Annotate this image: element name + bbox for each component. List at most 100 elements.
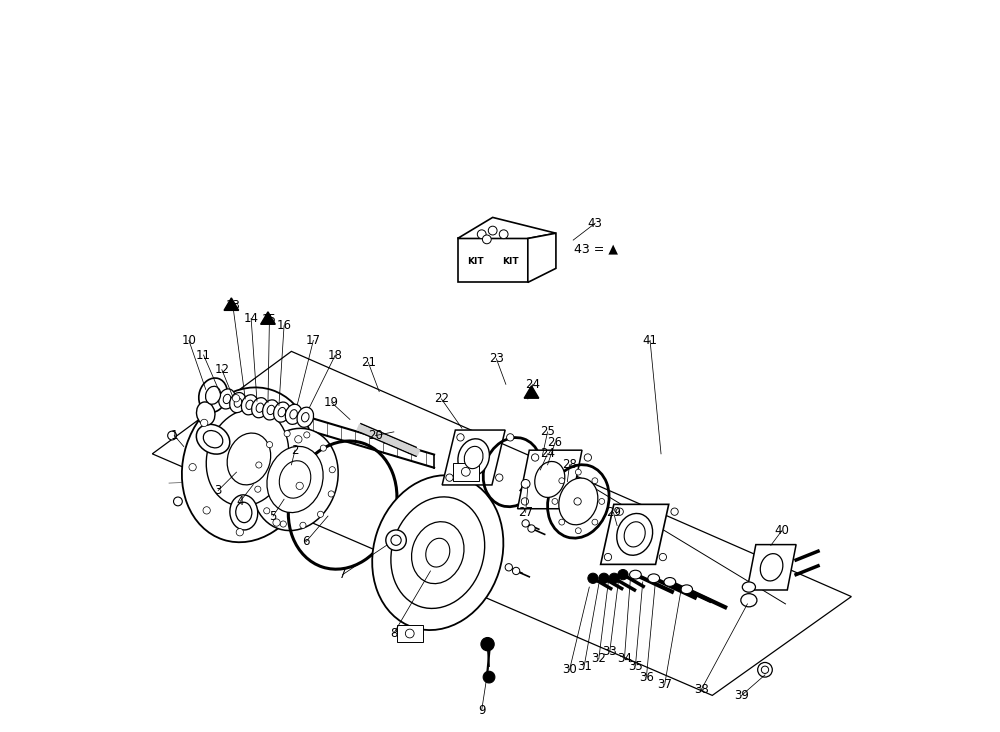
Text: 20: 20 [368,429,383,442]
Circle shape [266,441,273,448]
Text: 13: 13 [225,299,240,312]
Circle shape [481,638,494,651]
Circle shape [328,491,334,497]
Polygon shape [261,312,275,324]
Circle shape [296,482,303,490]
Ellipse shape [290,410,297,419]
Circle shape [499,230,508,239]
Polygon shape [453,463,479,481]
Polygon shape [458,239,528,283]
Text: 30: 30 [562,663,577,676]
Circle shape [618,569,628,580]
Circle shape [512,567,520,575]
Ellipse shape [252,428,338,531]
Polygon shape [442,430,505,485]
Circle shape [317,511,324,518]
Text: 22: 22 [434,392,449,406]
Circle shape [232,395,240,402]
Ellipse shape [199,378,227,413]
Circle shape [236,529,243,536]
Text: 17: 17 [306,334,321,347]
Text: 18: 18 [328,348,343,362]
Text: 29: 29 [606,506,621,519]
Text: 11: 11 [196,348,211,362]
Circle shape [505,564,512,571]
Circle shape [574,498,581,505]
Ellipse shape [372,475,503,630]
Text: 36: 36 [639,671,654,684]
Polygon shape [524,386,539,398]
Circle shape [521,479,530,488]
Ellipse shape [206,386,221,404]
Ellipse shape [267,406,275,414]
Circle shape [599,498,605,504]
Circle shape [616,508,623,515]
Text: 12: 12 [214,363,229,376]
Text: 32: 32 [591,652,606,665]
Circle shape [284,430,290,437]
Circle shape [280,521,286,527]
Circle shape [386,530,406,550]
Text: 39: 39 [734,689,749,702]
Circle shape [477,230,486,239]
Ellipse shape [241,395,258,415]
Ellipse shape [236,502,252,523]
Ellipse shape [227,433,271,485]
Ellipse shape [196,402,215,425]
Circle shape [201,419,208,427]
Circle shape [273,519,280,526]
Text: 9: 9 [478,703,485,717]
Text: 43: 43 [588,217,603,230]
Circle shape [761,666,769,673]
Circle shape [264,508,270,514]
Ellipse shape [742,582,755,592]
Ellipse shape [252,397,268,418]
Circle shape [758,662,772,677]
Text: 5: 5 [269,509,277,523]
Circle shape [304,432,310,438]
Circle shape [391,535,401,545]
Circle shape [329,466,335,473]
Circle shape [457,433,464,441]
Ellipse shape [681,585,693,594]
Text: 1: 1 [171,429,178,442]
Polygon shape [747,545,796,590]
Ellipse shape [426,538,450,567]
Circle shape [174,497,182,506]
Ellipse shape [196,425,230,454]
Ellipse shape [630,570,641,579]
Ellipse shape [230,495,258,530]
Polygon shape [518,450,582,509]
Text: 14: 14 [244,312,259,325]
Circle shape [446,474,453,482]
Text: 34: 34 [617,652,632,665]
Circle shape [522,520,529,527]
Polygon shape [528,234,556,283]
Ellipse shape [664,578,676,586]
Ellipse shape [535,461,565,498]
Circle shape [604,553,612,561]
Ellipse shape [279,460,311,498]
Ellipse shape [617,513,653,556]
Text: 8: 8 [390,627,398,640]
Text: 16: 16 [277,319,292,332]
Ellipse shape [760,553,783,581]
Text: 25: 25 [540,425,555,438]
Ellipse shape [274,402,290,422]
Text: KIT: KIT [467,257,483,266]
Circle shape [575,528,581,534]
Ellipse shape [285,404,302,425]
Circle shape [521,498,529,505]
Circle shape [256,462,262,468]
Ellipse shape [234,398,242,407]
Circle shape [255,486,261,493]
Polygon shape [601,504,669,564]
Circle shape [168,431,176,440]
Text: 24: 24 [525,378,540,391]
Text: 41: 41 [643,334,658,347]
Circle shape [482,235,491,244]
Ellipse shape [182,387,313,542]
Text: 15: 15 [262,313,277,326]
Ellipse shape [267,447,323,512]
Circle shape [203,507,210,514]
